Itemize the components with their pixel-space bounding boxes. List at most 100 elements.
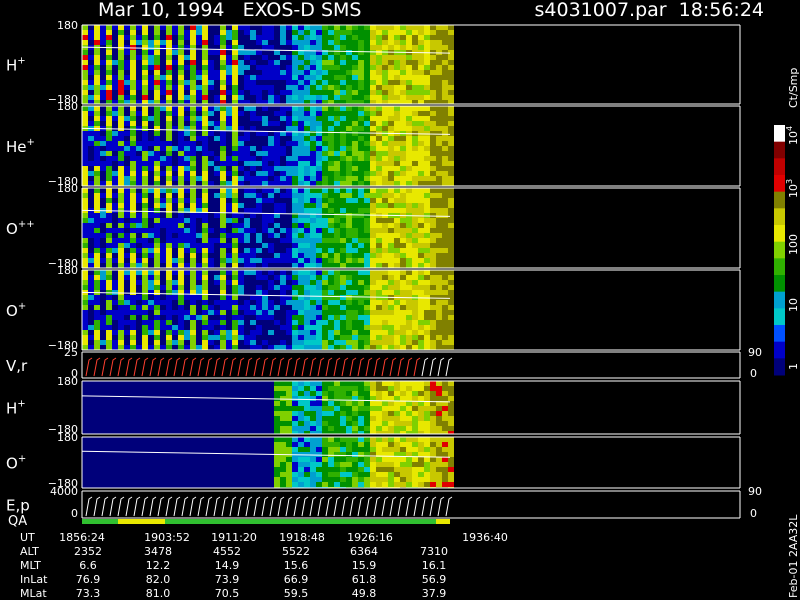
spectrogram-cell xyxy=(328,305,334,310)
spectrogram-cell xyxy=(184,340,190,345)
spectrogram-cell xyxy=(178,280,184,285)
spectrogram-cell xyxy=(166,462,172,467)
spectrogram-cell xyxy=(250,315,256,320)
spectrogram-cell xyxy=(334,426,340,431)
spectrogram-cell xyxy=(286,106,292,111)
spectrogram-cell xyxy=(268,238,274,243)
spectrogram-cell xyxy=(94,233,100,238)
spectrogram-cell xyxy=(232,151,238,156)
spectrogram-cell xyxy=(202,248,208,253)
spectrogram-cell xyxy=(106,457,112,462)
spectrogram-cell xyxy=(166,233,172,238)
spectrogram-cell xyxy=(340,401,346,406)
spectrogram-cell xyxy=(364,181,370,186)
spectrogram-cell xyxy=(244,253,250,258)
spectrogram-cell xyxy=(238,223,244,228)
spectrogram-cell xyxy=(112,462,118,467)
spectrogram-cell xyxy=(322,228,328,233)
spectrogram-cell xyxy=(244,25,250,30)
spectrogram-cell xyxy=(340,70,346,75)
spectrogram-cell xyxy=(280,243,286,248)
spectrogram-cell xyxy=(382,85,388,90)
spectrogram-cell xyxy=(232,188,238,193)
spectrogram-cell xyxy=(346,290,352,295)
spectrogram-cell xyxy=(172,467,178,472)
spectrogram-cell xyxy=(286,85,292,90)
spectrogram-cell xyxy=(262,416,268,421)
spectrogram-cell xyxy=(430,330,436,335)
spectrogram-cell xyxy=(382,126,388,131)
spectrogram-cell xyxy=(202,243,208,248)
spectrogram-cell xyxy=(292,300,298,305)
spectrogram-cell xyxy=(370,106,376,111)
spectrogram-cell xyxy=(232,457,238,462)
spectrogram-cell xyxy=(190,275,196,280)
spectrogram-cell xyxy=(142,90,148,95)
spectrogram-cell xyxy=(256,171,262,176)
spectrogram-cell xyxy=(364,55,370,60)
spectrogram-cell xyxy=(190,116,196,121)
spectrogram-cell xyxy=(334,136,340,141)
spectrogram-cell xyxy=(298,340,304,345)
spectrogram-cell xyxy=(166,396,172,401)
spectrogram-cell xyxy=(412,30,418,35)
spectrogram-cell xyxy=(154,146,160,151)
spectrogram-cell xyxy=(166,285,172,290)
spectrogram-cell xyxy=(220,258,226,263)
spectrogram-cell xyxy=(406,218,412,223)
spectrogram-cell xyxy=(382,223,388,228)
spectrogram-cell xyxy=(430,176,436,181)
spectrogram-cell xyxy=(442,25,448,30)
spectrogram-cell xyxy=(184,121,190,126)
spectrogram-cell xyxy=(202,65,208,70)
spectrogram-cell xyxy=(208,218,214,223)
spectrogram-cell xyxy=(304,45,310,50)
spectrogram-cell xyxy=(430,30,436,35)
spectrogram-cell xyxy=(430,386,436,391)
spectrogram-cell xyxy=(424,280,430,285)
spectrogram-cell xyxy=(448,171,454,176)
spectrogram-cell xyxy=(130,131,136,136)
spectrogram-cell xyxy=(196,345,202,350)
spectrogram-cell xyxy=(160,421,166,426)
spectrogram-cell xyxy=(418,116,424,121)
spectrogram-cell xyxy=(256,233,262,238)
spectrogram-cell xyxy=(412,106,418,111)
spectrogram-cell xyxy=(190,467,196,472)
spectrogram-cell xyxy=(382,166,388,171)
spectrogram-cell xyxy=(400,228,406,233)
spectrogram-cell xyxy=(316,218,322,223)
spectrogram-cell xyxy=(442,171,448,176)
spectrogram-cell xyxy=(346,161,352,166)
spectrogram-cell xyxy=(142,401,148,406)
spectrogram-cell xyxy=(94,330,100,335)
spectrogram-cell xyxy=(334,111,340,116)
spectrogram-cell xyxy=(274,310,280,315)
spectrogram-cell xyxy=(196,116,202,121)
spectrogram-cell xyxy=(394,106,400,111)
spectrogram-cell xyxy=(202,406,208,411)
spectrogram-cell xyxy=(202,345,208,350)
spectrogram-cell xyxy=(292,233,298,238)
spectrogram-cell xyxy=(322,65,328,70)
spectrogram-cell xyxy=(328,151,334,156)
spectrogram-cell xyxy=(316,131,322,136)
spectrogram-cell xyxy=(178,285,184,290)
spectrogram-cell xyxy=(124,233,130,238)
spectrogram-cell xyxy=(214,198,220,203)
spectrogram-cell xyxy=(292,146,298,151)
spectrogram-cell xyxy=(442,65,448,70)
spectrogram-cell xyxy=(220,45,226,50)
spectrogram-cell xyxy=(184,391,190,396)
spectrogram-cell xyxy=(112,35,118,40)
spectrogram-cell xyxy=(364,401,370,406)
spectrogram-cell xyxy=(448,100,454,104)
spectrogram-cell xyxy=(322,233,328,238)
spectrogram-cell xyxy=(196,55,202,60)
spectrogram-cell xyxy=(262,203,268,208)
spectrogram-cell xyxy=(352,270,358,275)
spectrogram-cell xyxy=(130,472,136,477)
spectrogram-cell xyxy=(226,181,232,186)
spectrogram-cell xyxy=(88,151,94,156)
spectrogram-cell xyxy=(214,131,220,136)
